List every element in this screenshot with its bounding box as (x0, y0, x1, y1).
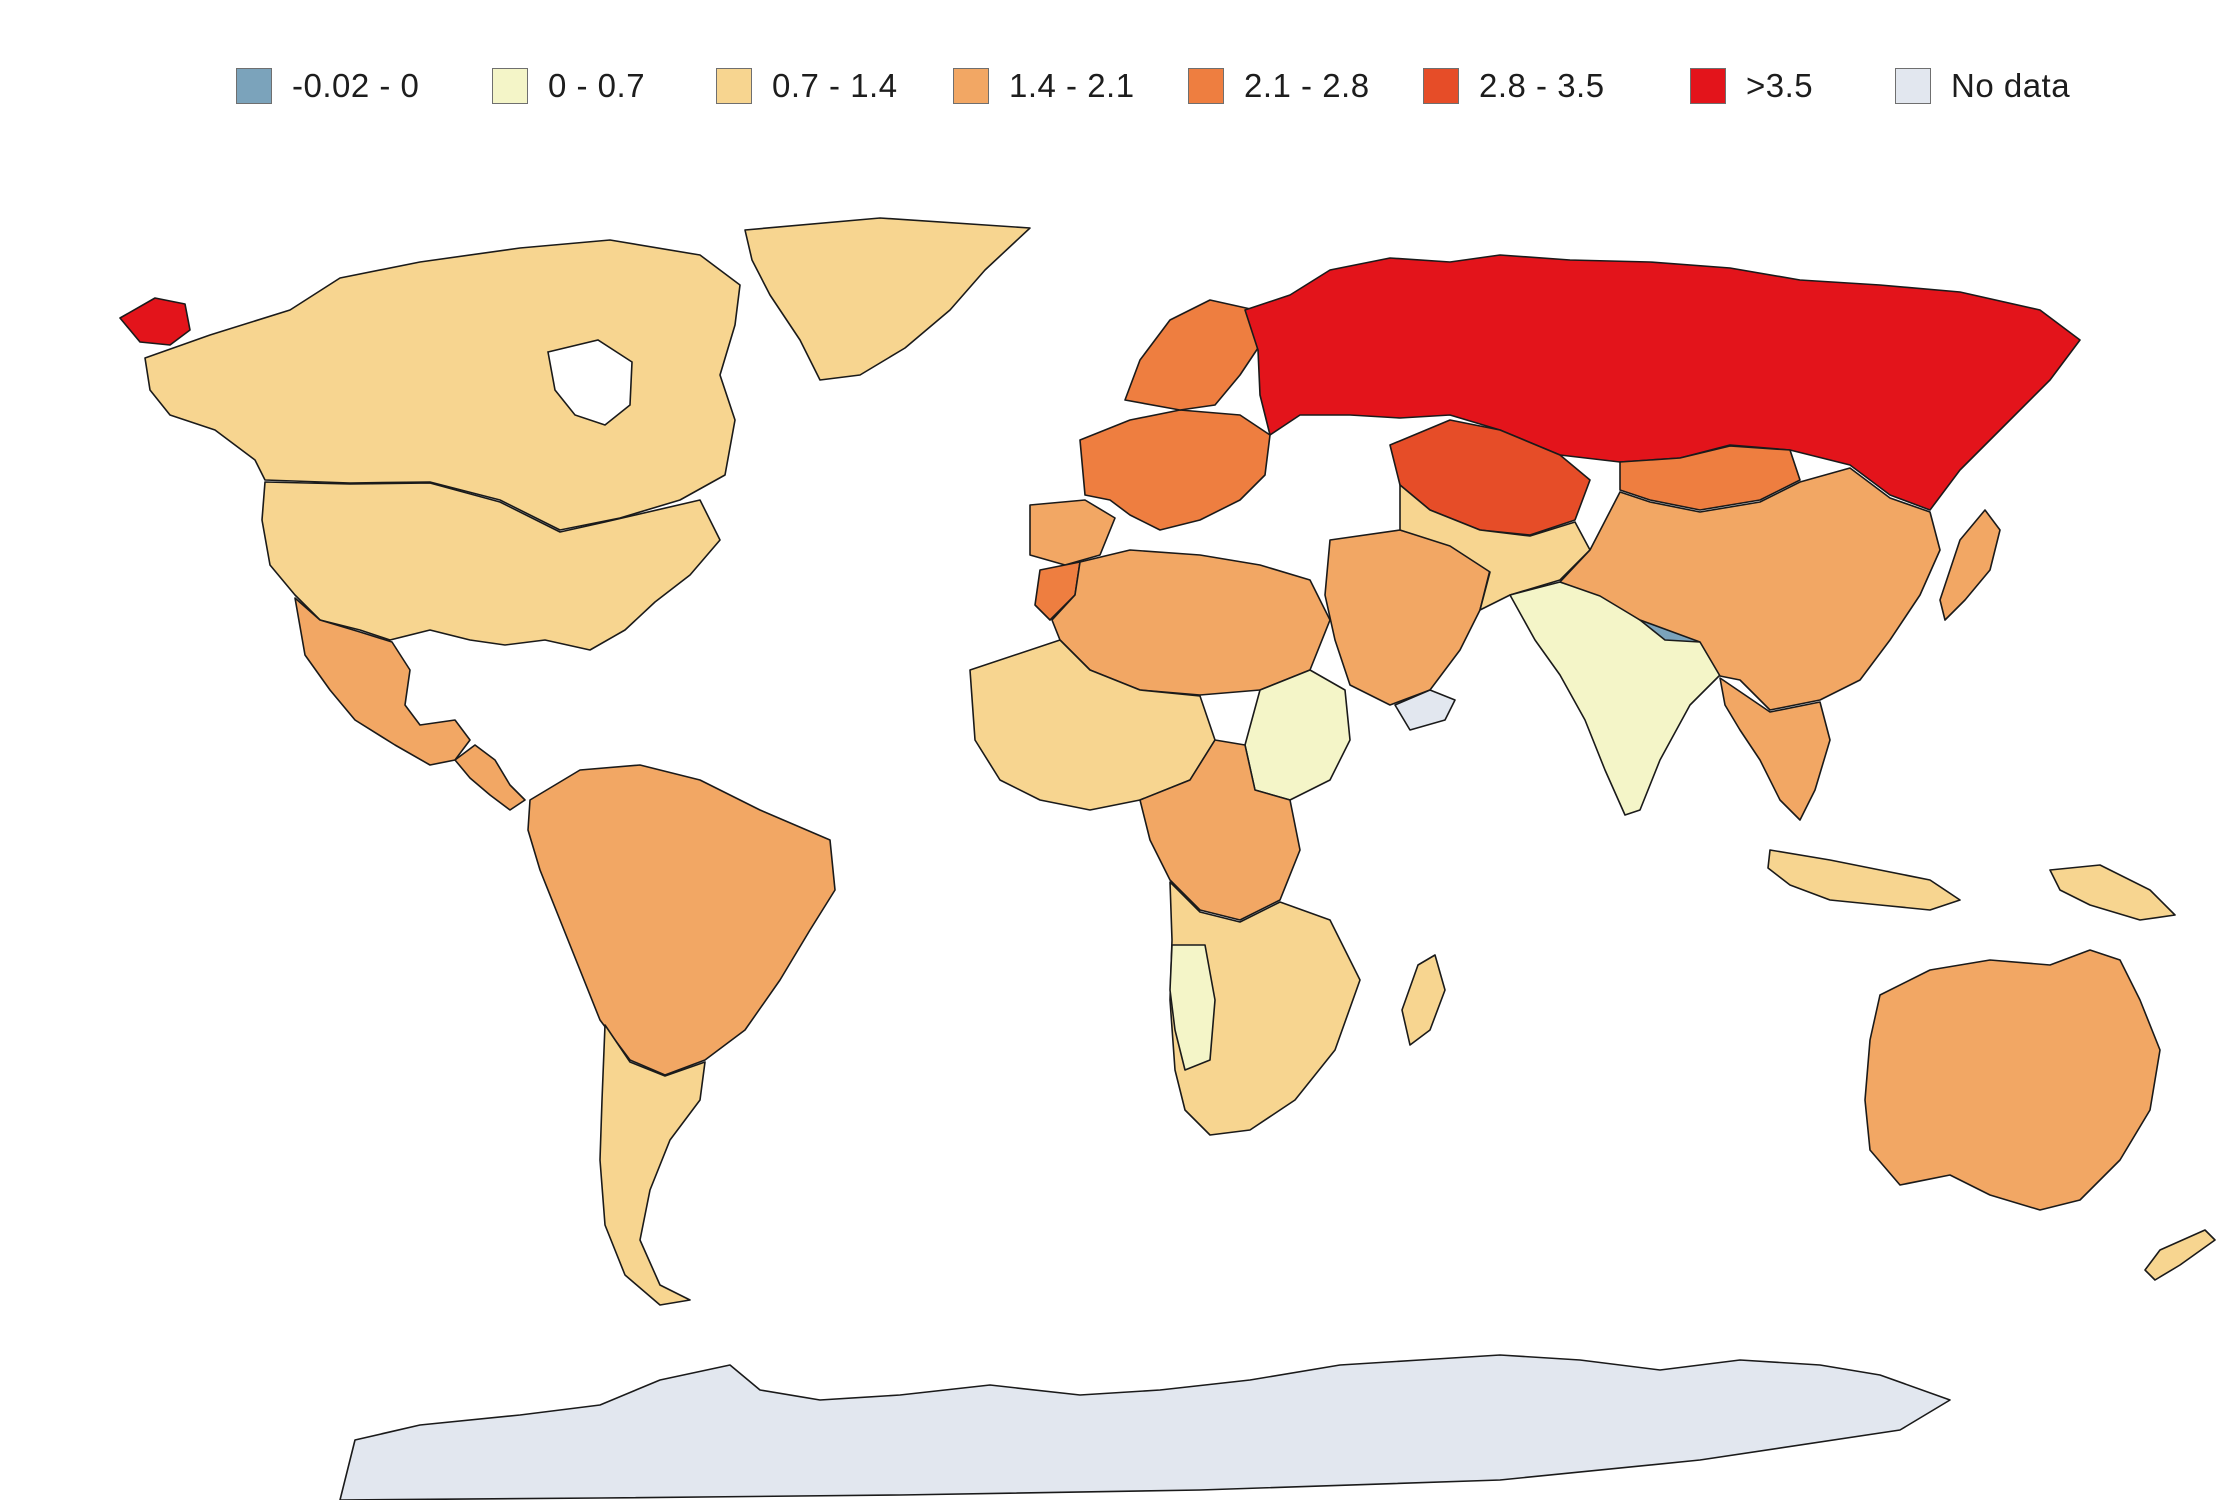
legend-swatch (1895, 68, 1931, 104)
region-mexico (294, 597, 471, 766)
legend-label: 1.4 - 2.1 (1009, 67, 1135, 104)
legend-swatch (716, 68, 752, 104)
legend-swatch (1423, 68, 1459, 104)
region-sudan (1244, 669, 1351, 801)
region-yemen (1394, 689, 1456, 731)
legend-item-no-data: No data (1895, 58, 2070, 114)
region-central-america (454, 744, 526, 811)
region-antarctica (339, 1354, 1951, 1500)
legend-label: -0.02 - 0 (292, 67, 420, 104)
region-japan (1939, 509, 2001, 621)
region-southern-cone (599, 1024, 706, 1306)
region-western-europe (1079, 409, 1271, 531)
legend-swatch (492, 68, 528, 104)
region-russia (1244, 254, 2081, 511)
legend-label: No data (1951, 67, 2071, 104)
region-alaska (119, 297, 191, 346)
region-australia (1864, 949, 2161, 1211)
region-central-asia (1399, 484, 1591, 611)
map-legend: -0.02 - 0 0 - 0.7 0.7 - 1.4 1.4 - 2.1 2.… (0, 58, 2233, 114)
legend-label: 2.8 - 3.5 (1479, 67, 1605, 104)
region-southeast-asia (1719, 677, 1831, 821)
legend-swatch (236, 68, 272, 104)
region-china (1559, 467, 1941, 711)
world-map-svg (119, 217, 2216, 1500)
region-south-america (527, 764, 836, 1076)
region-indonesia (1767, 849, 1961, 911)
legend-label: 0.7 - 1.4 (772, 67, 898, 104)
world-map (0, 200, 2233, 1500)
legend-item-2-1-2-8: 2.1 - 2.8 (1188, 58, 1370, 114)
legend-swatch (953, 68, 989, 104)
region-central-africa (1139, 739, 1301, 921)
region-southern-africa (1169, 881, 1361, 1136)
region-madagascar (1401, 954, 1446, 1046)
legend-swatch (1690, 68, 1726, 104)
legend-item-1-4-2-1: 1.4 - 2.1 (953, 58, 1135, 114)
region-namibia (1169, 944, 1216, 1071)
region-iberia (1029, 499, 1116, 566)
legend-label: >3.5 (1746, 67, 1814, 104)
region-canada (144, 239, 741, 531)
legend-item-0-7-1-4: 0.7 - 1.4 (716, 58, 898, 114)
legend-item-gt-3-5: >3.5 (1690, 58, 1813, 114)
region-greenland (744, 217, 1031, 381)
legend-item-0-0-7: 0 - 0.7 (492, 58, 645, 114)
legend-item-2-8-3-5: 2.8 - 3.5 (1423, 58, 1605, 114)
region-scandinavia (1124, 299, 1261, 411)
legend-item-neg-0-02-0: -0.02 - 0 (236, 58, 419, 114)
region-papua-new-guinea (2049, 864, 2176, 921)
legend-label: 0 - 0.7 (548, 67, 646, 104)
region-mongolia (1619, 445, 1801, 511)
legend-label: 2.1 - 2.8 (1244, 67, 1370, 104)
region-new-zealand (2144, 1229, 2216, 1281)
legend-swatch (1188, 68, 1224, 104)
